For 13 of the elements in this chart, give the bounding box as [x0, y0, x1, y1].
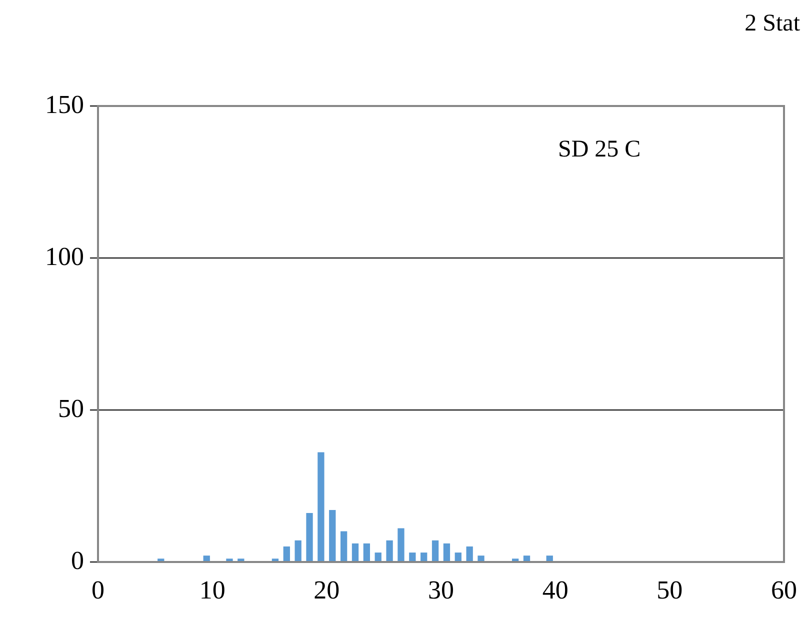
- x-tick-label: 50: [656, 575, 683, 604]
- x-tick-label: 10: [199, 575, 226, 604]
- x-tick-label: 20: [314, 575, 340, 604]
- y-tick-label: 50: [58, 394, 84, 423]
- y-tick-label: 0: [71, 546, 84, 575]
- x-tick-label: 0: [92, 575, 104, 604]
- y-tick-label: 100: [45, 242, 84, 271]
- y-tick-label: 150: [45, 90, 84, 119]
- x-tick-label: 60: [771, 575, 797, 604]
- x-tick-label: 40: [542, 575, 568, 604]
- text: 2 Stat: [744, 10, 800, 36]
- annotation: SD 25 C: [558, 136, 641, 162]
- x-tick-label: 30: [428, 575, 454, 604]
